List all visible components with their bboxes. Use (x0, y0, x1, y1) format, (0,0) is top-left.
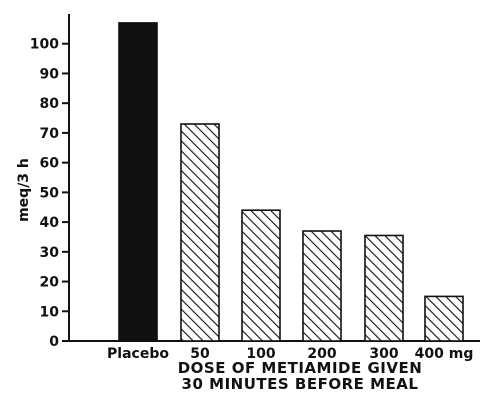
y-tick-label-70: 70 (40, 126, 60, 142)
bar-50 (180, 123, 220, 342)
bar-400-mg (424, 295, 464, 342)
y-ticks: 0 10 20 30 40 50 60 70 80 90 100 (30, 37, 69, 350)
y-tick-label-60: 60 (40, 156, 60, 172)
bar-100 (241, 209, 281, 342)
bar-placebo (118, 22, 158, 342)
x-category-label-placebo: Placebo (107, 346, 169, 362)
x-category-label-50: 50 (190, 346, 210, 362)
y-axis-label: meq/3 h (16, 158, 32, 222)
y-tick-label-40: 40 (40, 215, 60, 231)
x-category-labels: Placebo 50 100 200 300 400 mg (107, 346, 473, 362)
bar-200 (302, 230, 342, 342)
x-axis-label-line-2: 30 MINUTES BEFORE MEAL (182, 375, 419, 393)
y-tick-label-90: 90 (40, 66, 60, 82)
x-axis-label-line-1: DOSE OF METIAMIDE GIVEN (178, 359, 423, 377)
bar-300 (364, 234, 404, 342)
y-tick-label-20: 20 (40, 275, 60, 291)
y-tick-label-100: 100 (30, 37, 59, 53)
y-tick-label-80: 80 (40, 96, 60, 112)
bars (118, 22, 464, 342)
y-tick-label-0: 0 (49, 334, 59, 350)
x-category-label-300: 300 (369, 346, 398, 362)
x-category-label-400-mg: 400 mg (415, 346, 474, 362)
y-tick-label-30: 30 (40, 245, 60, 261)
x-category-label-100: 100 (246, 346, 275, 362)
x-category-label-200: 200 (307, 346, 336, 362)
y-tick-label-50: 50 (40, 185, 60, 201)
y-tick-label-10: 10 (40, 304, 60, 320)
